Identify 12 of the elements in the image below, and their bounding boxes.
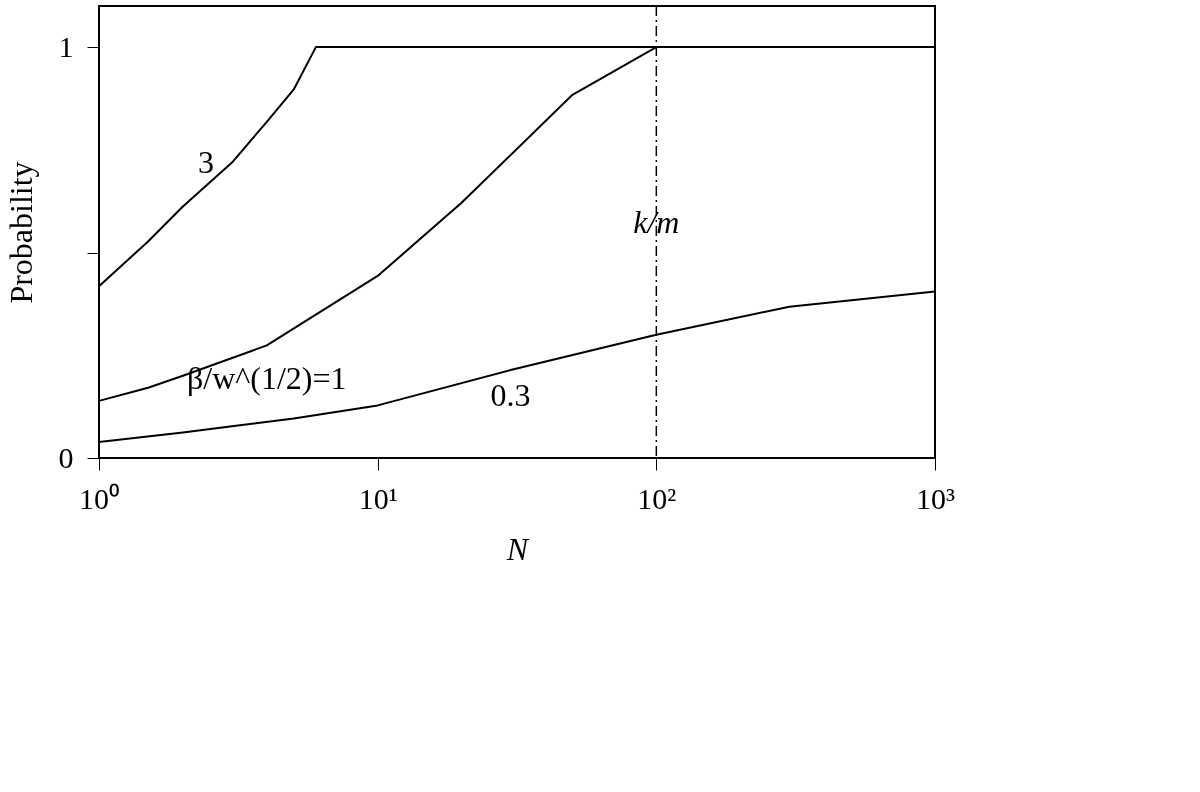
y-axis-title: Probability	[2, 161, 39, 304]
series-label: β/w^(1/2)=1	[187, 360, 347, 397]
x-tick-label: 10¹	[358, 481, 398, 515]
x-tick-label: 10⁰	[79, 481, 120, 515]
series-label: 3	[197, 143, 214, 180]
x-axis-title: N	[505, 530, 530, 567]
series-label: 0.3	[490, 377, 531, 414]
y-tick-label: 1	[58, 29, 74, 63]
x-tick-label: 10²	[637, 481, 677, 515]
ref-line-label: k/m	[633, 203, 680, 240]
x-tick-label: 10³	[916, 481, 955, 515]
y-tick-label: 0	[58, 440, 74, 474]
